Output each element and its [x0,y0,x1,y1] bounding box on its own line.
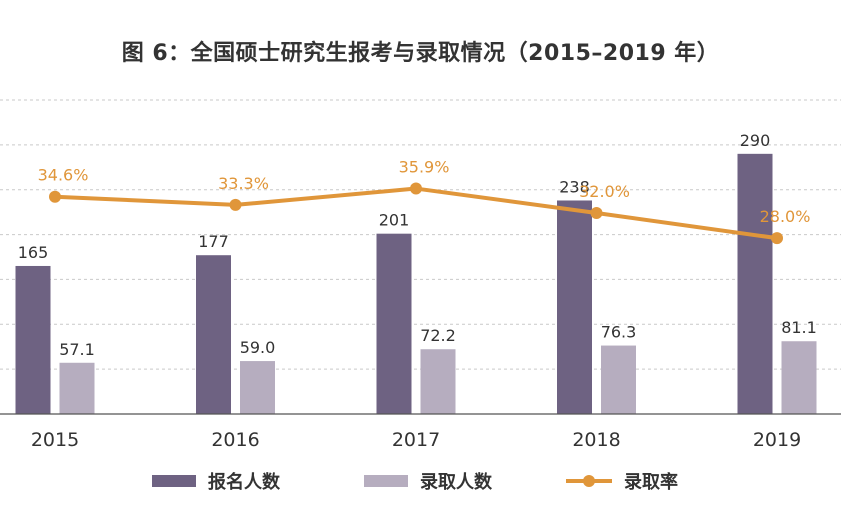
rate-point [771,232,783,245]
chart-title: 图 6：全国硕士研究生报考与录取情况（2015–2019 年） [121,41,720,66]
rate-point [410,182,422,195]
data-label-applicants: 290 [740,131,771,150]
legend-label-applicants: 报名人数 [208,472,280,493]
rate-line-path [54,186,778,241]
bars [15,153,817,415]
bar-applicants [15,265,51,414]
data-label-rate: 32.0% [579,182,630,201]
data-labels: 165 177 201 238 290 57.1 59.0 72.2 76.3 81.1 34.6%… [18,131,817,359]
x-tick-label: 2017 [392,429,440,451]
bar-applicants [557,200,592,414]
data-label-admitted: 57.1 [59,340,95,359]
data-label-admitted: 76.3 [601,323,637,342]
rate-point [229,198,242,211]
legend-label-admitted: 录取人数 [420,472,492,493]
x-tick-label: 2019 [753,429,801,451]
data-label-applicants: 165 [18,243,49,262]
rate-point [590,207,603,220]
bar-admitted [59,362,95,414]
data-label-applicants: 201 [379,211,410,230]
x-tick-label: 2018 [572,429,620,451]
data-label-rate: 28.0% [760,207,811,226]
data-label-admitted: 81.1 [781,318,817,337]
legend-item-applicants: 报名人数 [152,466,280,496]
data-label-rate: 33.3% [218,174,269,193]
data-label-rate: 35.9% [399,158,450,177]
bar-applicants [376,233,412,414]
bar-applicants [737,153,773,415]
legend-swatch-applicants [152,475,196,487]
legend-item-admitted: 录取人数 [364,466,492,496]
bar-admitted [240,361,275,414]
data-label-applicants: 177 [198,232,229,251]
x-tick-label: 2015 [31,429,79,451]
bar-admitted [601,345,636,414]
legend-swatch-admitted [364,475,408,487]
data-label-admitted: 72.2 [420,326,456,345]
rate-line [49,182,783,245]
data-label-applicants: 238 [559,177,590,196]
x-axis: 2015 2016 2017 2018 2019 [0,413,841,451]
x-tick-label: 2016 [211,429,259,451]
legend-swatch-rate [566,475,612,487]
bar-admitted [420,349,456,414]
legend-label-rate: 录取率 [624,472,678,493]
data-label-admitted: 59.0 [240,338,276,357]
legend-item-rate: 录取率 [566,466,678,496]
legend: 报名人数 录取人数 录取率 [0,466,841,496]
data-label-rate: 34.6% [38,166,89,185]
rate-point [49,190,61,203]
bar-applicants [196,255,231,414]
chart-plot: 165 177 201 238 290 57.1 59.0 72.2 76.3 81.1 34.6%… [0,99,841,451]
bar-admitted [781,341,817,414]
